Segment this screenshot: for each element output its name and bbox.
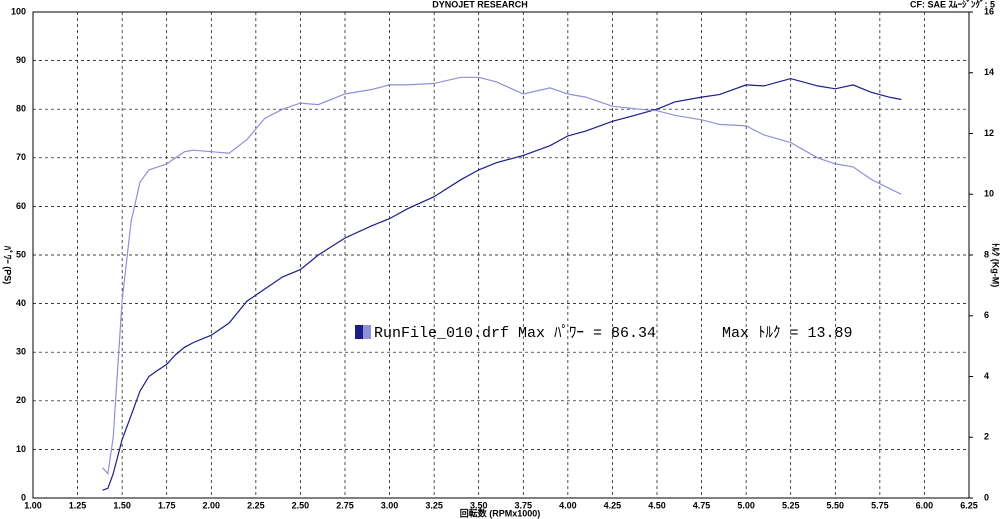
series-line xyxy=(102,77,902,491)
x-tick-label: 3.50 xyxy=(470,500,488,510)
legend-swatch xyxy=(355,325,363,339)
x-tick-label: 6.00 xyxy=(916,500,934,510)
y2-tick-label: 4 xyxy=(984,371,989,381)
y-tick-label: 70 xyxy=(16,152,26,162)
y-tick-label: 50 xyxy=(16,249,26,259)
legend-text: Max ﾄﾙｸ = 13.89 xyxy=(722,324,853,342)
y2-axis-label: ﾄﾙｸ (Kg-M) xyxy=(991,243,1000,288)
y2-tick-label: 2 xyxy=(984,432,989,442)
y2-tick-label: 12 xyxy=(984,128,994,138)
y2-tick-label: 6 xyxy=(984,310,989,320)
x-tick-label: 5.00 xyxy=(737,500,755,510)
y-tick-label: 90 xyxy=(16,55,26,65)
x-tick-label: 3.25 xyxy=(425,500,443,510)
x-tick-label: 2.50 xyxy=(292,500,310,510)
y-tick-label: 0 xyxy=(21,492,26,502)
y-tick-label: 30 xyxy=(16,347,26,357)
chart-title: DYNOJET RESEARCH xyxy=(432,0,528,9)
y2-tick-label: 14 xyxy=(984,67,994,77)
y-tick-label: 80 xyxy=(16,104,26,114)
y-tick-label: 20 xyxy=(16,395,26,405)
x-tick-label: 1.00 xyxy=(24,500,42,510)
x-tick-label: 6.25 xyxy=(960,500,978,510)
y-tick-label: 60 xyxy=(16,201,26,211)
y-tick-label: 10 xyxy=(16,444,26,454)
y-tick-label: 40 xyxy=(16,298,26,308)
x-tick-label: 4.00 xyxy=(559,500,577,510)
x-tick-label: 1.75 xyxy=(158,500,176,510)
x-tick-label: 4.75 xyxy=(693,500,711,510)
x-tick-label: 3.00 xyxy=(381,500,399,510)
x-tick-label: 4.25 xyxy=(604,500,622,510)
y-axis-label: ﾊﾟﾜｰ (PS) xyxy=(3,245,14,285)
series-line xyxy=(102,76,902,476)
y-tick-label: 100 xyxy=(11,6,26,16)
x-tick-label: 2.25 xyxy=(247,500,265,510)
legend-text: RunFile_010.drf Max ﾊﾟﾜｰ = 86.34 xyxy=(374,324,656,342)
subtitle: CF: SAE ｽﾑｰｼﾞﾝｸﾞ: 5 xyxy=(910,0,995,9)
x-axis-label: 回転数 (RPMx1000) xyxy=(460,507,541,518)
y2-tick-label: 8 xyxy=(984,249,989,259)
x-tick-label: 5.50 xyxy=(827,500,845,510)
x-tick-label: 1.50 xyxy=(113,500,131,510)
y2-tick-label: 0 xyxy=(984,492,989,502)
x-tick-label: 3.75 xyxy=(515,500,533,510)
x-tick-label: 5.25 xyxy=(782,500,800,510)
x-tick-label: 4.50 xyxy=(648,500,666,510)
y2-tick-label: 10 xyxy=(984,189,994,199)
y2-tick-label: 16 xyxy=(984,6,994,16)
x-tick-label: 1.25 xyxy=(69,500,87,510)
x-tick-label: 5.75 xyxy=(871,500,889,510)
legend-swatch xyxy=(363,325,371,339)
x-tick-label: 2.75 xyxy=(336,500,354,510)
x-tick-label: 2.00 xyxy=(203,500,221,510)
